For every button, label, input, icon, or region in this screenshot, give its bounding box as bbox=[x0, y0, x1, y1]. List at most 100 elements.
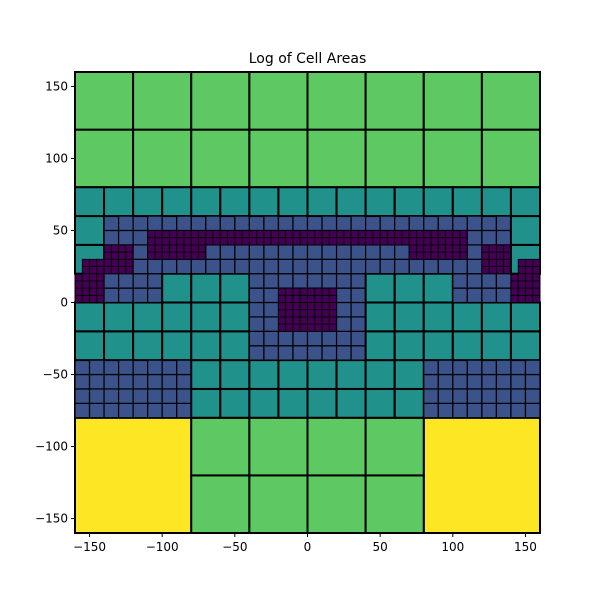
cell-level-6 bbox=[466, 215, 483, 232]
cell-level-5 bbox=[285, 230, 294, 239]
cell-level-6 bbox=[350, 273, 367, 289]
cell-level-5 bbox=[96, 273, 105, 282]
cell-level-5 bbox=[285, 323, 294, 332]
cell-level-6 bbox=[379, 215, 396, 232]
cell-level-6 bbox=[481, 287, 498, 304]
cell-level-8 bbox=[306, 416, 367, 477]
cell-level-8 bbox=[422, 128, 483, 189]
cell-level-6 bbox=[205, 258, 221, 275]
cell-level-6 bbox=[219, 258, 236, 275]
cell-level-6 bbox=[176, 215, 192, 232]
cell-level-8 bbox=[364, 128, 425, 189]
cell-level-6 bbox=[524, 373, 541, 390]
cell-level-6 bbox=[263, 301, 280, 318]
cell-level-6 bbox=[452, 402, 468, 419]
x-tick-label: 0 bbox=[304, 540, 312, 554]
cell-level-6 bbox=[147, 402, 163, 419]
cell-level-5 bbox=[517, 294, 526, 303]
cell-level-5 bbox=[445, 230, 454, 239]
cell-level-5 bbox=[161, 230, 170, 239]
cell-level-6 bbox=[277, 273, 294, 289]
cell-level-5 bbox=[205, 237, 214, 246]
cell-level-6 bbox=[452, 215, 468, 232]
cell-level-6 bbox=[423, 359, 439, 376]
cell-level-7 bbox=[248, 359, 280, 390]
cell-level-5 bbox=[496, 244, 505, 253]
x-tick-label: 50 bbox=[373, 540, 388, 554]
cell-level-5 bbox=[416, 237, 425, 246]
cell-level-6 bbox=[423, 373, 439, 390]
cell-level-6 bbox=[263, 273, 280, 289]
cell-level-6 bbox=[103, 229, 120, 246]
cell-level-6 bbox=[190, 215, 207, 232]
cell-level-5 bbox=[241, 230, 250, 239]
x-tick-label: 100 bbox=[441, 540, 464, 554]
cell-level-7 bbox=[103, 301, 135, 333]
cell-level-5 bbox=[125, 251, 134, 260]
cell-level-5 bbox=[125, 258, 134, 267]
cell-level-7 bbox=[219, 330, 251, 362]
cell-level-7 bbox=[364, 387, 396, 419]
cell-level-5 bbox=[292, 230, 301, 239]
cell-level-5 bbox=[328, 237, 337, 246]
cell-level-6 bbox=[495, 229, 512, 246]
cell-level-6 bbox=[466, 373, 483, 390]
cell-level-5 bbox=[328, 316, 337, 325]
cell-level-6 bbox=[365, 244, 381, 260]
cell-level-8 bbox=[248, 128, 309, 189]
cell-level-5 bbox=[445, 251, 454, 260]
cell-level-5 bbox=[161, 244, 170, 253]
cell-level-7 bbox=[364, 301, 396, 333]
cell-level-5 bbox=[365, 230, 374, 239]
cell-level-6 bbox=[350, 301, 367, 318]
cell-level-7 bbox=[219, 301, 251, 333]
cell-level-5 bbox=[307, 323, 316, 332]
cell-level-5 bbox=[496, 251, 505, 260]
cell-level-6 bbox=[437, 373, 454, 390]
cell-level-7 bbox=[335, 186, 367, 218]
cell-level-5 bbox=[285, 309, 294, 318]
cell-level-6 bbox=[248, 244, 265, 260]
cell-level-5 bbox=[459, 230, 468, 239]
cell-level-6 bbox=[335, 258, 352, 275]
cell-level-6 bbox=[147, 258, 163, 275]
cell-level-5 bbox=[437, 230, 446, 239]
cell-level-6 bbox=[234, 258, 250, 275]
cell-level-6 bbox=[263, 258, 280, 275]
cell-level-6 bbox=[510, 373, 527, 390]
cell-level-7 bbox=[364, 359, 396, 390]
cell-level-5 bbox=[452, 230, 461, 239]
cell-level-5 bbox=[394, 230, 403, 239]
cell-level-6 bbox=[74, 388, 91, 404]
cell-level-6 bbox=[117, 229, 134, 246]
cell-level-7 bbox=[306, 186, 338, 218]
cell-level-6 bbox=[452, 287, 468, 304]
cell-level-7 bbox=[190, 272, 222, 304]
cell-level-6 bbox=[88, 359, 105, 376]
chart-title: Log of Cell Areas bbox=[249, 51, 367, 67]
cell-level-5 bbox=[314, 323, 323, 332]
cell-level-7 bbox=[480, 301, 512, 333]
cell-level-5 bbox=[110, 258, 119, 267]
cell-level-7 bbox=[190, 301, 222, 333]
cell-level-5 bbox=[292, 294, 301, 303]
cell-level-5 bbox=[430, 237, 439, 246]
cell-level-6 bbox=[277, 215, 294, 232]
cell-level-5 bbox=[481, 266, 490, 275]
cell-level-6 bbox=[408, 215, 425, 232]
cell-level-5 bbox=[198, 230, 207, 239]
cell-level-5 bbox=[328, 287, 337, 296]
cell-level-6 bbox=[103, 273, 120, 289]
cell-level-6 bbox=[321, 330, 338, 347]
cell-level-5 bbox=[74, 287, 83, 296]
cell-level-6 bbox=[161, 373, 178, 390]
cell-level-6 bbox=[147, 359, 163, 376]
cell-level-6 bbox=[176, 388, 192, 404]
cell-level-5 bbox=[321, 302, 330, 311]
cell-level-6 bbox=[117, 373, 134, 390]
cell-level-6 bbox=[510, 359, 527, 376]
cell-level-5 bbox=[154, 244, 163, 253]
cell-level-5 bbox=[270, 237, 279, 246]
cell-level-5 bbox=[169, 244, 178, 253]
cell-level-8 bbox=[364, 71, 425, 131]
